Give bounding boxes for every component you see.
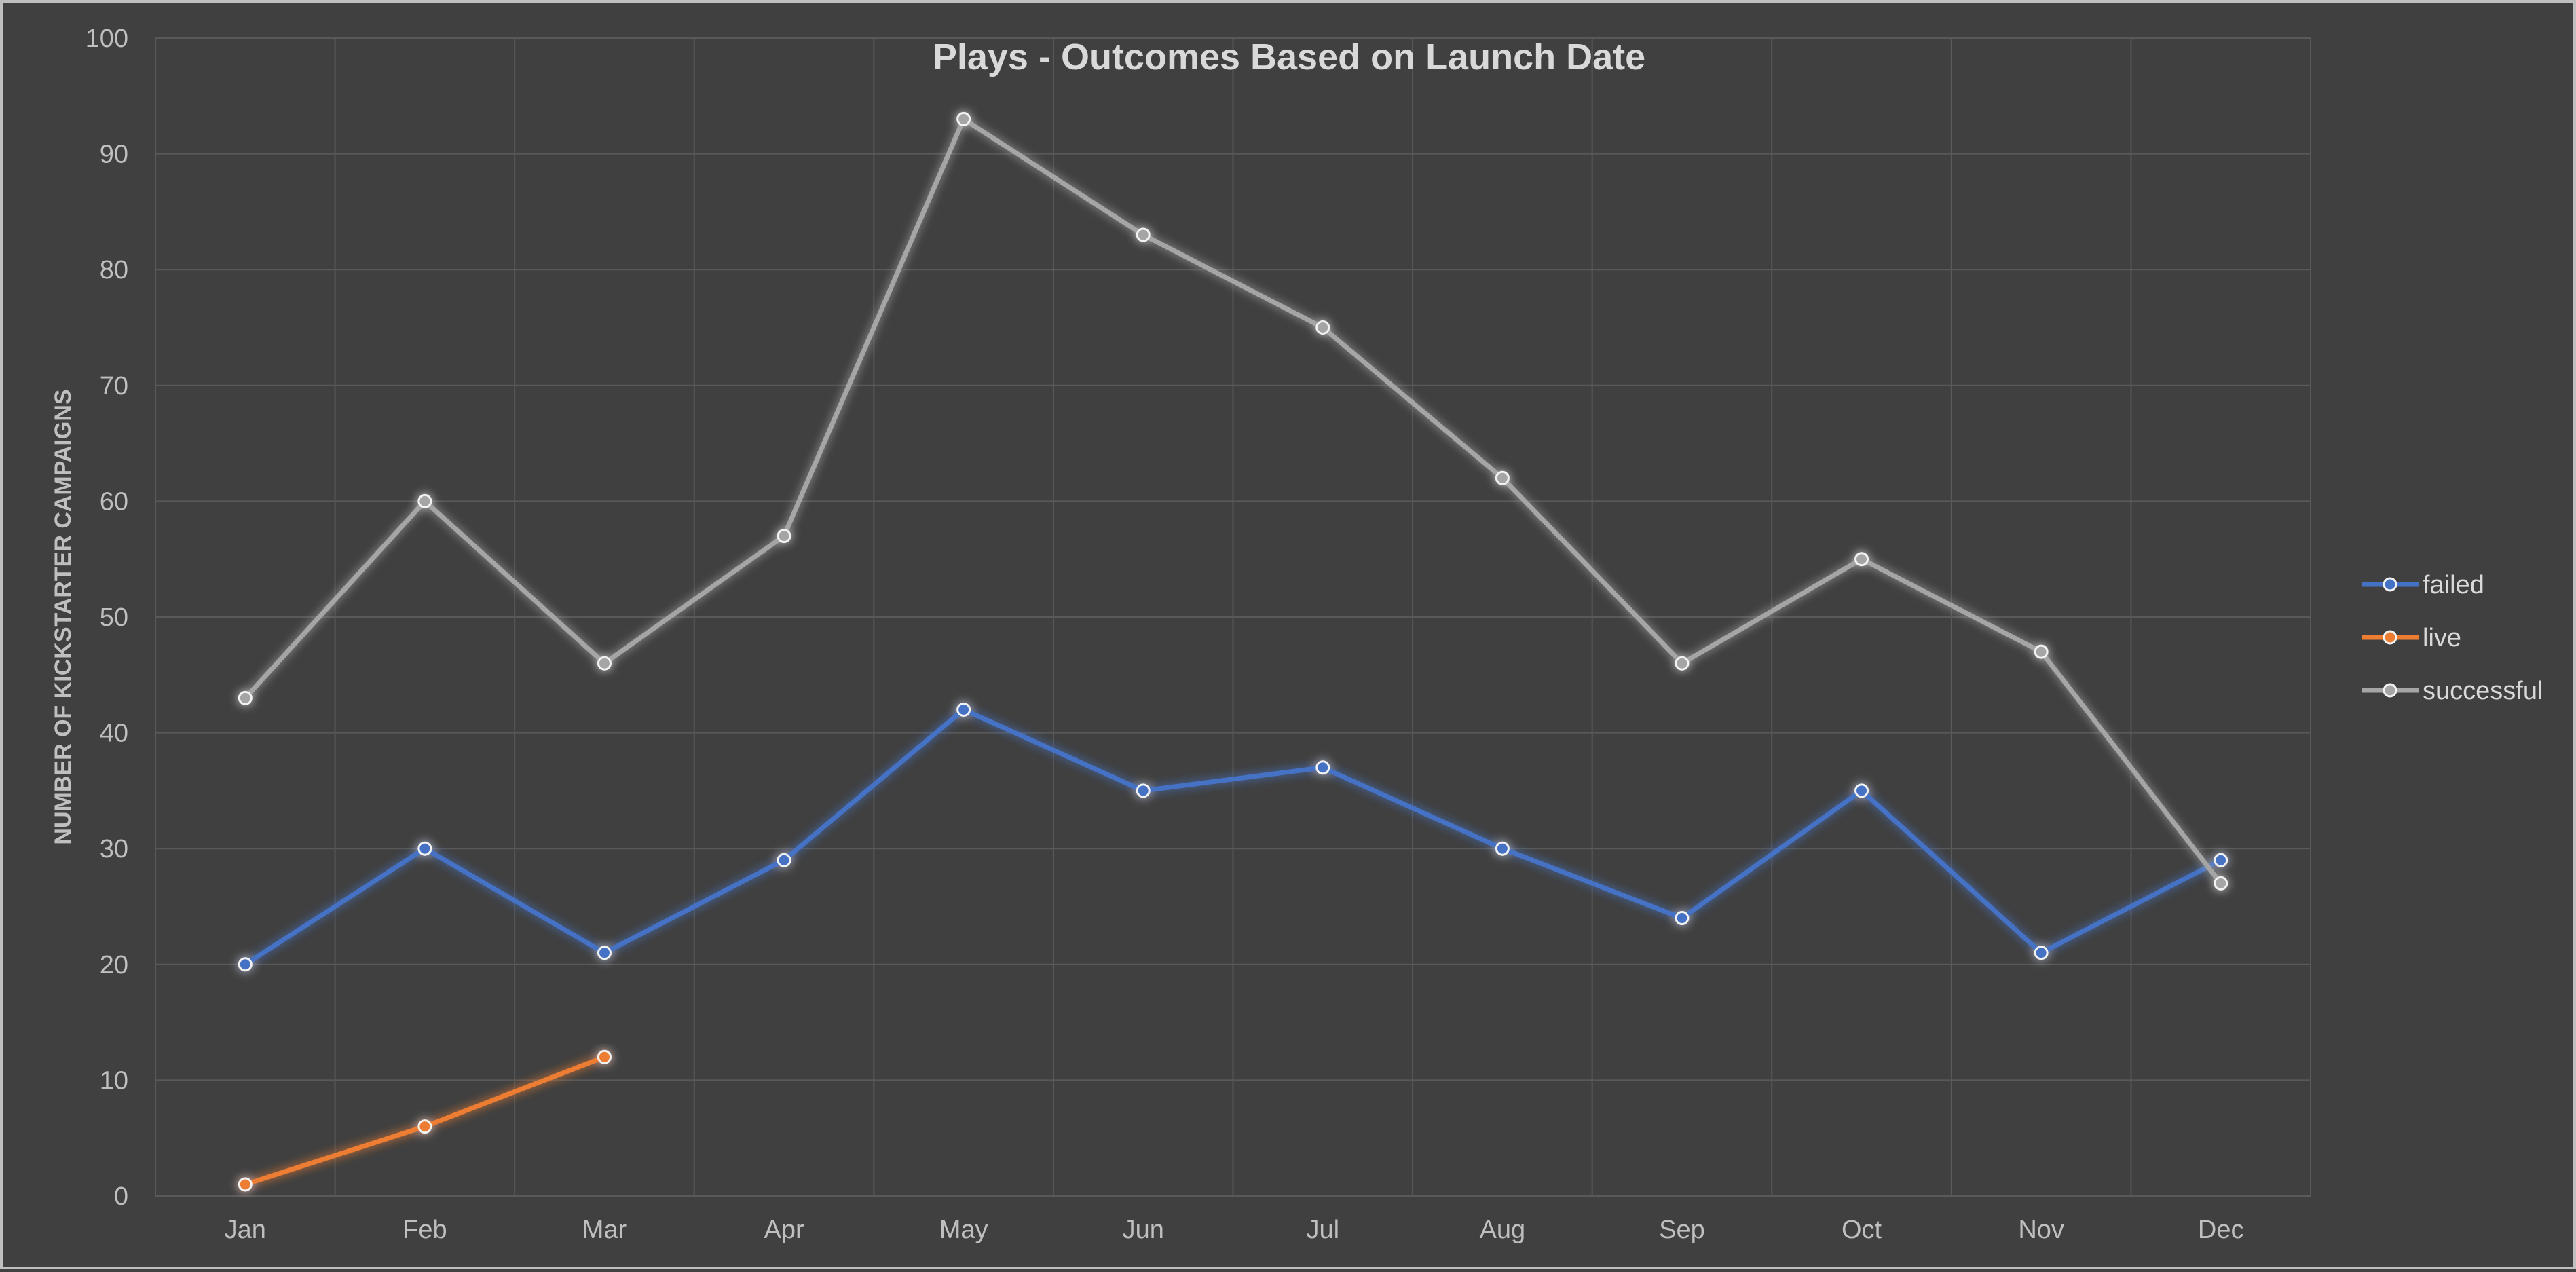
x-axis-tick-labels: Jan Feb Mar Apr May Jun Jul Aug Sep Oct Nov Dec <box>225 1216 2244 1244</box>
point-successful-dec <box>2214 876 2228 891</box>
y-tick-label-70: 70 <box>100 372 128 400</box>
point-failed-jan <box>238 957 253 972</box>
x-tick-label-apr: Apr <box>764 1216 804 1244</box>
legend-swatch-marker <box>2383 630 2397 645</box>
point-successful-apr <box>777 529 791 544</box>
series-live <box>238 1049 612 1192</box>
point-live-feb <box>417 1119 432 1134</box>
y-tick-label-20: 20 <box>100 951 128 979</box>
legend-item-failed: failed <box>2362 571 2484 599</box>
y-tick-label-80: 80 <box>100 256 128 284</box>
y-tick-label-40: 40 <box>100 719 128 748</box>
series-line-successful <box>242 116 2224 886</box>
x-tick-label-oct: Oct <box>1842 1216 1882 1244</box>
point-live-jan <box>238 1177 253 1192</box>
point-failed-jun <box>1136 783 1151 798</box>
point-failed-aug <box>1495 841 1510 856</box>
x-tick-label-nov: Nov <box>2018 1216 2064 1244</box>
point-successful-may <box>956 111 971 126</box>
point-failed-feb <box>417 841 432 856</box>
chart-canvas: 0 10 20 30 40 50 60 70 80 90 100 Jan Feb Mar Apr May Ju… <box>50 24 2543 1244</box>
point-failed-mar <box>597 946 612 960</box>
x-tick-label-jan: Jan <box>225 1216 266 1244</box>
x-tick-label-jun: Jun <box>1123 1216 1164 1244</box>
point-failed-dec <box>2214 853 2228 867</box>
legend-swatch-marker <box>2383 683 2397 698</box>
series-line-failed <box>242 707 2224 967</box>
point-successful-mar <box>597 656 612 671</box>
y-tick-label-90: 90 <box>100 141 128 169</box>
point-failed-sep <box>1675 911 1690 926</box>
x-tick-label-feb: Feb <box>403 1216 447 1244</box>
legend: failed live successful <box>2362 571 2543 705</box>
x-tick-label-may: May <box>939 1216 988 1244</box>
y-tick-label-30: 30 <box>100 835 128 863</box>
y-tick-label-0: 0 <box>114 1182 128 1211</box>
legend-swatch-marker <box>2383 577 2397 592</box>
x-tick-label-sep: Sep <box>1659 1216 1705 1244</box>
gridlines <box>155 37 2311 1197</box>
point-successful-jan <box>238 690 253 705</box>
legend-item-live: live <box>2362 624 2461 652</box>
legend-item-successful: successful <box>2362 677 2543 705</box>
point-successful-jun <box>1136 227 1151 242</box>
point-successful-oct <box>1854 552 1869 567</box>
series-failed <box>238 702 2228 972</box>
y-axis-tick-labels: 0 10 20 30 40 50 60 70 80 90 100 <box>86 24 128 1211</box>
y-tick-label-10: 10 <box>100 1066 128 1095</box>
series-successful <box>238 111 2228 891</box>
y-axis-label: NUMBER OF KICKSTARTER CAMPAIGNS <box>50 389 76 844</box>
data-series <box>238 111 2228 1192</box>
point-successful-jul <box>1315 320 1330 335</box>
point-failed-oct <box>1854 783 1869 798</box>
x-tick-label-dec: Dec <box>2198 1216 2244 1244</box>
x-tick-label-mar: Mar <box>582 1216 627 1244</box>
point-live-mar <box>597 1049 612 1064</box>
legend-label: failed <box>2423 571 2484 599</box>
point-failed-jul <box>1315 760 1330 775</box>
chart-title: Plays - Outcomes Based on Launch Date <box>933 37 1645 77</box>
point-successful-feb <box>417 493 432 508</box>
point-failed-may <box>956 702 971 717</box>
y-tick-label-50: 50 <box>100 603 128 632</box>
point-successful-aug <box>1495 470 1510 485</box>
x-tick-label-jul: Jul <box>1307 1216 1340 1244</box>
y-tick-label-60: 60 <box>100 487 128 516</box>
point-successful-nov <box>2034 644 2049 659</box>
point-failed-apr <box>777 853 791 867</box>
legend-label: successful <box>2423 677 2543 705</box>
y-tick-label-100: 100 <box>86 24 128 53</box>
legend-label: live <box>2423 624 2461 652</box>
point-failed-nov <box>2034 946 2049 960</box>
x-tick-label-aug: Aug <box>1480 1216 1526 1244</box>
point-successful-sep <box>1675 656 1690 671</box>
